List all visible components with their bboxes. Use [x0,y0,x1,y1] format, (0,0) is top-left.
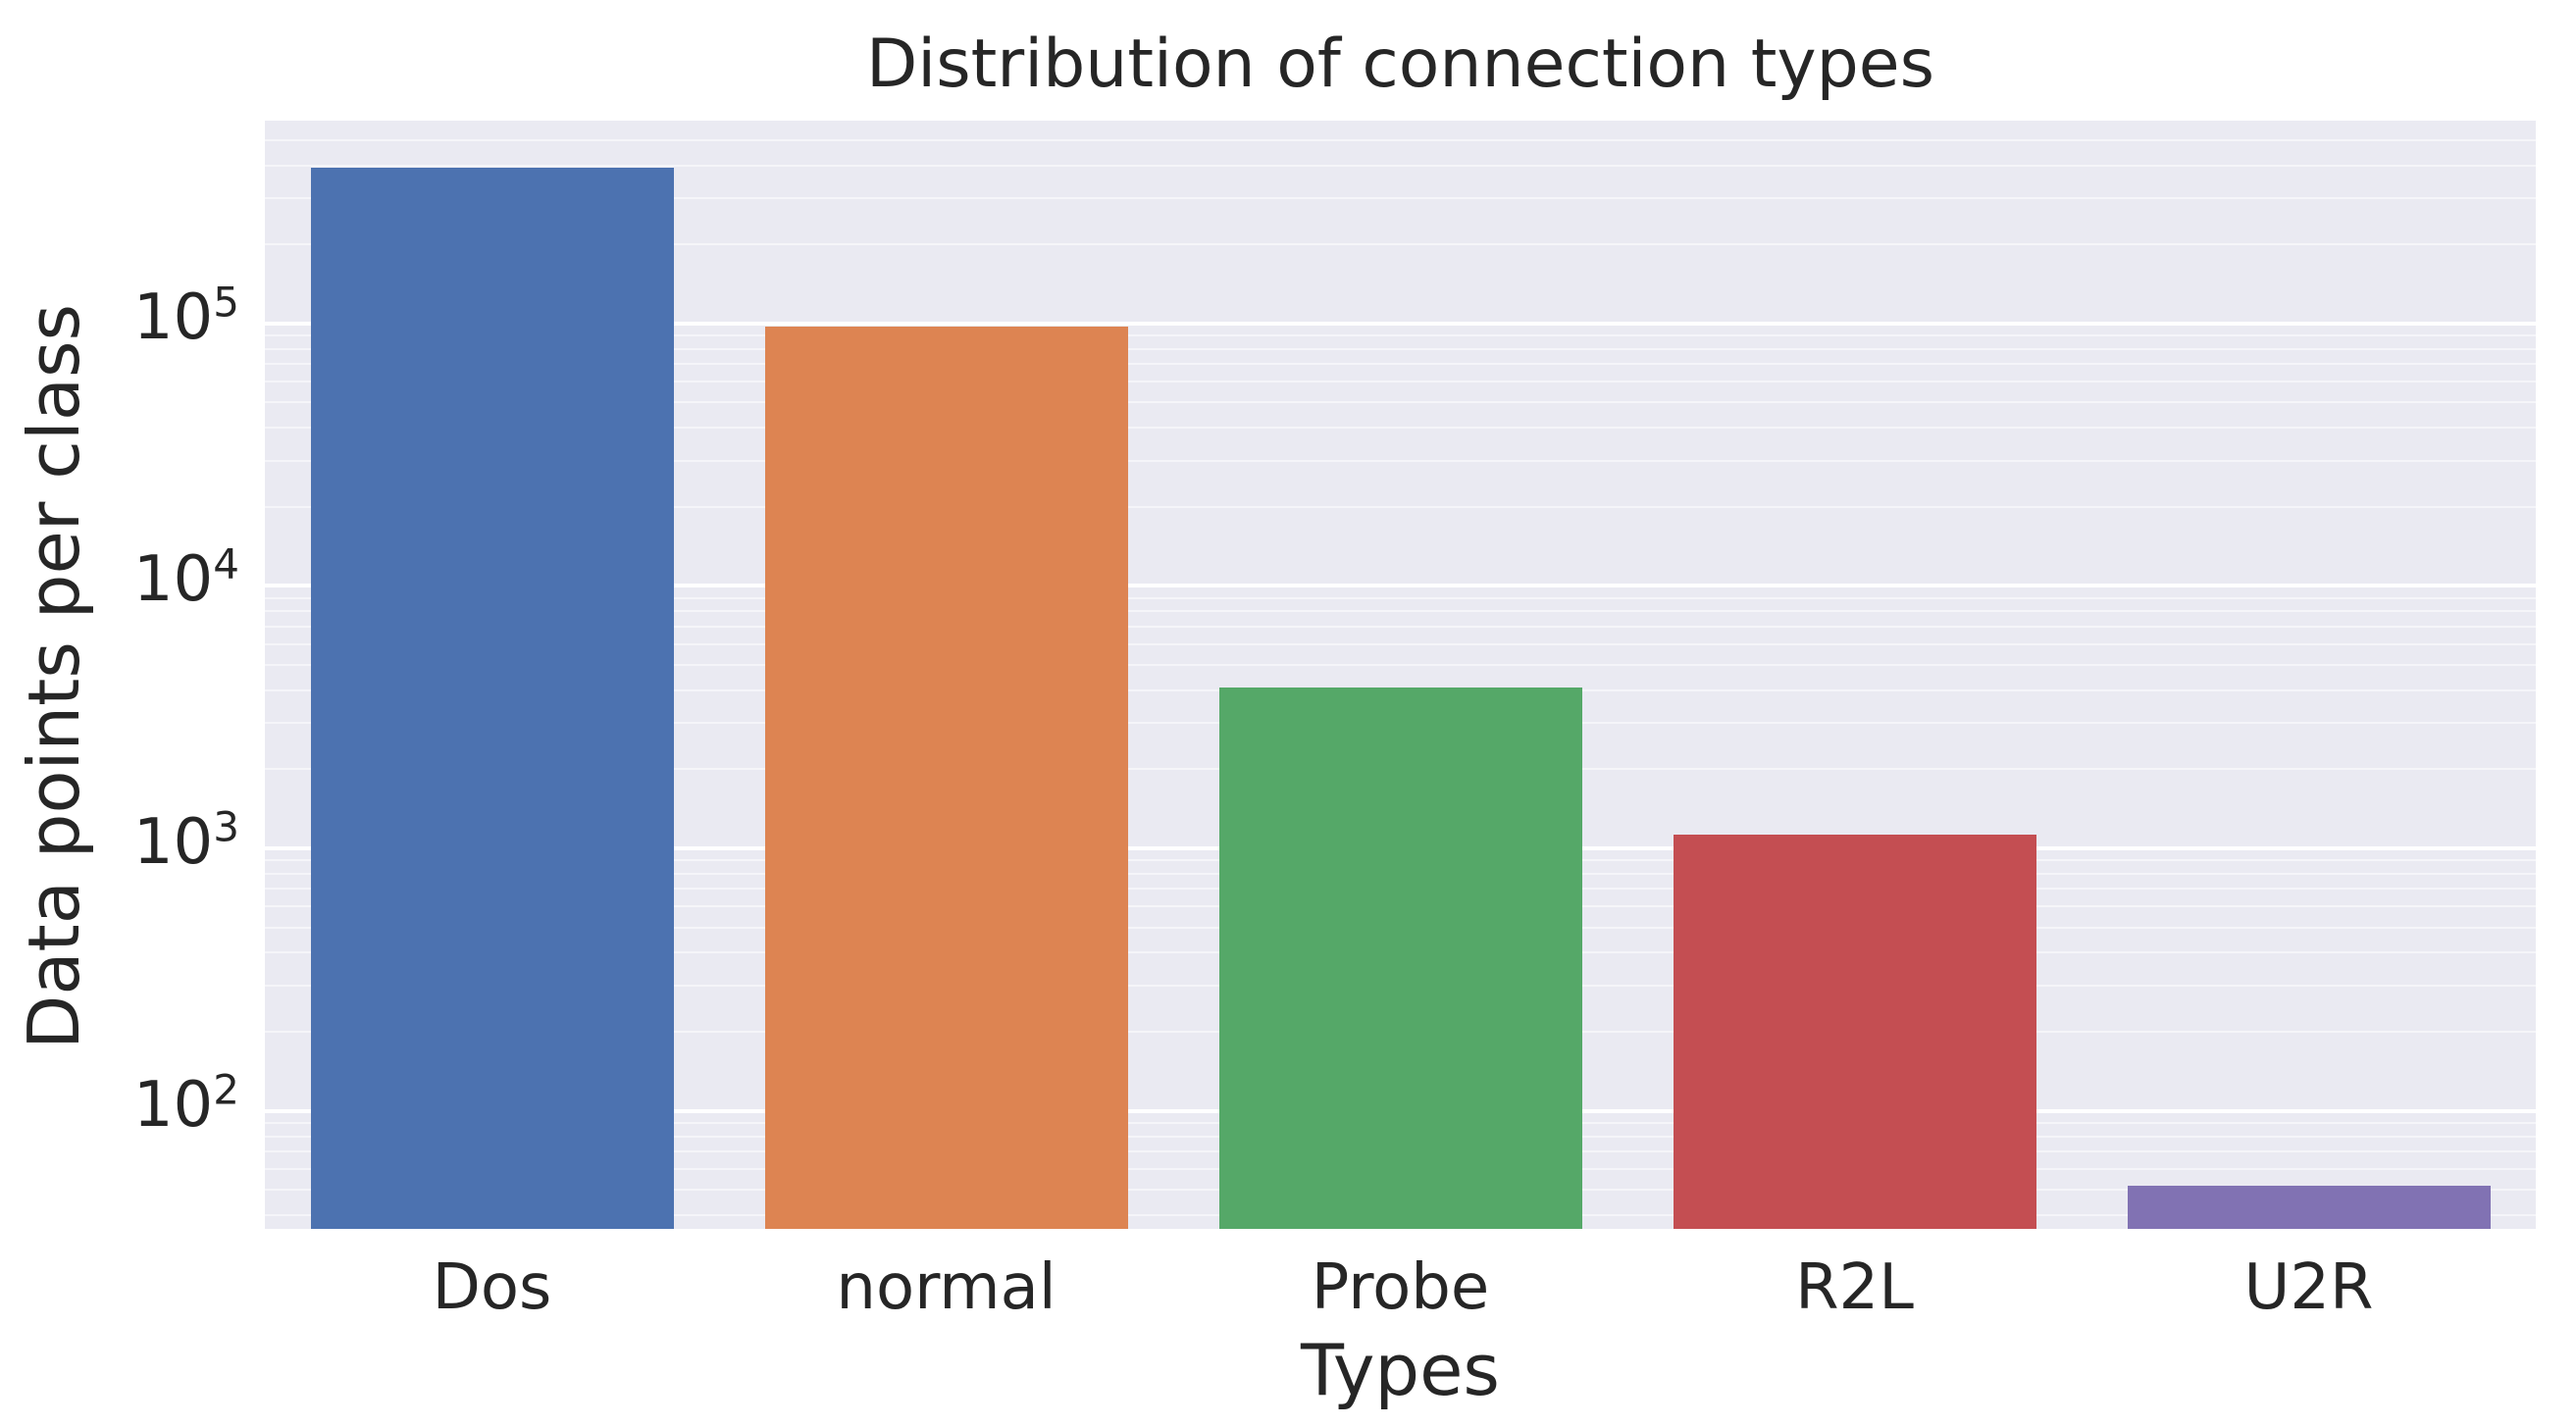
major-gridline [265,321,2536,326]
minor-gridline [265,625,2536,628]
x-tick-label-dos: Dos [432,1251,552,1324]
minor-gridline [265,663,2536,666]
minor-gridline [265,505,2536,508]
minor-gridline [265,642,2536,645]
x-tick-label-probe: Probe [1311,1251,1490,1324]
minor-gridline [265,164,2536,167]
x-axis-label: Types [1301,1329,1500,1411]
y-tick-label-10e5: 105 [132,278,239,354]
y-tick-label-10e2: 102 [132,1065,239,1142]
bar-r2l [1673,835,2036,1229]
x-tick-label-r2l: R2L [1795,1251,1914,1324]
bar-u2r [2127,1185,2491,1229]
minor-gridline [265,427,2536,430]
bar-normal [764,326,1128,1229]
minor-gridline [265,610,2536,613]
minor-gridline [265,347,2536,350]
x-tick-label-normal: normal [836,1251,1056,1324]
minor-gridline [265,363,2536,366]
bar-probe [1218,687,1582,1229]
minor-gridline [265,333,2536,336]
minor-gridline [265,381,2536,383]
y-tick-label-10e4: 104 [132,540,239,617]
major-gridline [265,584,2536,588]
plot-area [265,121,2536,1229]
minor-gridline [265,197,2536,199]
y-axis-label: Data points per class [13,303,95,1050]
bar-dos [310,168,674,1229]
y-tick-label-10e3: 103 [132,802,239,879]
minor-gridline [265,243,2536,246]
minor-gridline [265,138,2536,141]
minor-gridline [265,401,2536,404]
x-tick-label-u2r: U2R [2243,1251,2374,1324]
minor-gridline [265,596,2536,599]
minor-gridline [265,459,2536,462]
chart-title: Distribution of connection types [865,25,1935,103]
